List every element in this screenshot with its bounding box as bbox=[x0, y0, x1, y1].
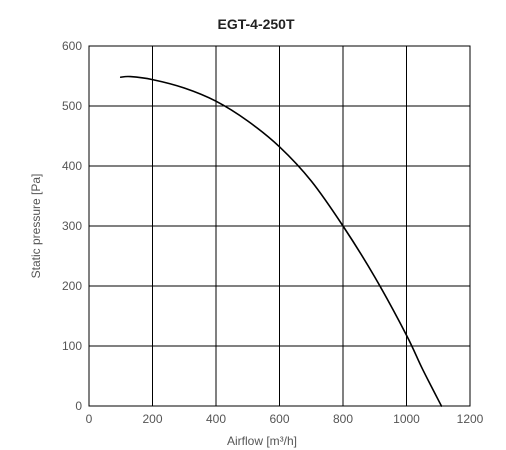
y-tick-label: 100 bbox=[62, 339, 82, 353]
y-axis-ticks: 0 100 200 300 400 500 600 bbox=[62, 39, 82, 413]
x-axis-label: Airflow [m³/h] bbox=[227, 434, 297, 448]
series-layer bbox=[119, 75, 443, 407]
x-tick-label: 800 bbox=[333, 412, 353, 426]
x-tick-label: 0 bbox=[86, 412, 93, 426]
x-tick-label: 1000 bbox=[393, 412, 420, 426]
chart-title: EGT-4-250T bbox=[217, 16, 294, 32]
x-tick-label: 200 bbox=[142, 412, 162, 426]
y-tick-label: 0 bbox=[75, 399, 82, 413]
y-tick-label: 500 bbox=[62, 99, 82, 113]
y-tick-label: 600 bbox=[62, 39, 82, 53]
x-tick-label: 400 bbox=[206, 412, 226, 426]
x-axis-ticks: 0 200 400 600 800 1000 1200 bbox=[86, 412, 484, 426]
x-tick-label: 600 bbox=[269, 412, 289, 426]
y-tick-label: 200 bbox=[62, 279, 82, 293]
series-line bbox=[119, 75, 443, 407]
y-tick-label: 300 bbox=[62, 219, 82, 233]
y-tick-label: 400 bbox=[62, 159, 82, 173]
plot-frame bbox=[88, 45, 471, 407]
x-tick-label: 1200 bbox=[457, 412, 484, 426]
y-axis-label: Static pressure [Pa] bbox=[29, 174, 43, 279]
